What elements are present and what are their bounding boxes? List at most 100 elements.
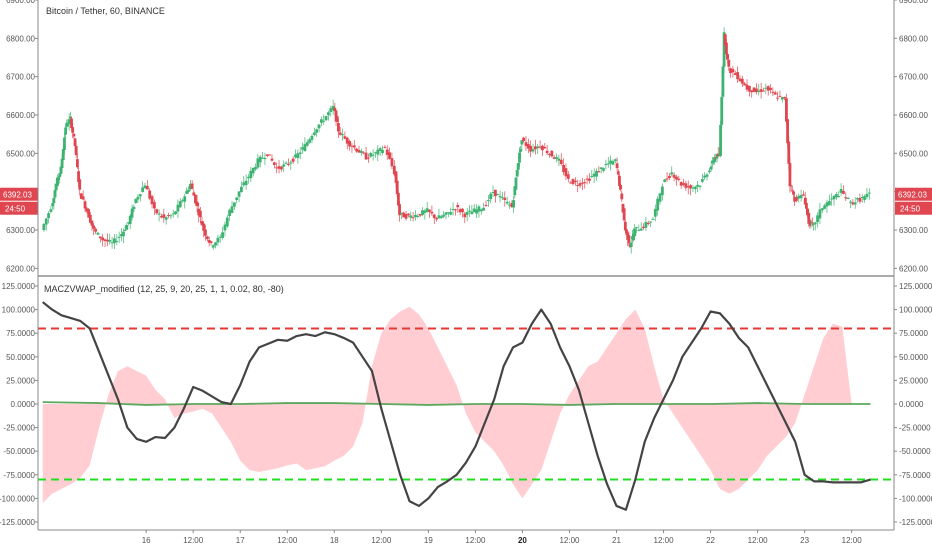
- candle-body: [505, 201, 509, 204]
- candle-body: [256, 158, 260, 168]
- candle-body: [776, 97, 779, 99]
- candle-body: [790, 190, 794, 192]
- time-tick-label: 20: [518, 536, 527, 545]
- candle-body: [573, 180, 577, 183]
- osc-tick-label-left: 125.0000: [2, 282, 36, 291]
- time-tick-label: 12:00: [371, 536, 392, 545]
- osc-tick-label-right: -50.0000: [899, 447, 931, 456]
- candle-body: [755, 88, 758, 93]
- price-tick-label-left: 6700.00: [6, 73, 35, 82]
- candle-body: [394, 171, 398, 183]
- candle-body: [844, 197, 848, 199]
- price-tick-label-right: 6700.00: [899, 73, 928, 82]
- candle-body: [392, 165, 396, 175]
- candle-body: [849, 201, 852, 203]
- candle-body: [715, 154, 719, 159]
- candle-body: [599, 167, 603, 169]
- candle-body: [192, 192, 196, 196]
- candle-body: [402, 212, 406, 218]
- candle-body: [237, 191, 241, 197]
- osc-tick-label-left: -25.0000: [3, 424, 35, 433]
- candle-body: [477, 206, 481, 212]
- candle-body: [298, 152, 302, 154]
- candle-body: [66, 124, 70, 126]
- candle-body: [359, 150, 363, 153]
- candle-body: [785, 98, 788, 122]
- candle-body: [621, 203, 625, 213]
- candle-body: [792, 191, 795, 195]
- candle-body: [475, 209, 478, 214]
- candle-body: [623, 221, 627, 231]
- histogram-area: [42, 306, 871, 504]
- candle-body: [559, 159, 563, 165]
- candle-body: [418, 214, 422, 216]
- candle-body: [660, 186, 664, 196]
- candle-body: [493, 189, 497, 197]
- candle-body: [832, 195, 836, 200]
- candle-body: [268, 154, 272, 156]
- last-price-label-right: 6392.03: [898, 191, 927, 200]
- candle-body: [421, 210, 424, 215]
- candle-body: [98, 236, 102, 239]
- candle-body: [319, 119, 323, 123]
- candle-body: [198, 210, 202, 218]
- candle-body: [611, 161, 615, 165]
- candle-body: [867, 192, 871, 194]
- candle-body: [44, 218, 48, 225]
- last-price-label-left: 6392.03: [3, 191, 32, 200]
- candle-body: [327, 112, 330, 116]
- candle-body: [406, 213, 410, 216]
- candle-body: [731, 69, 735, 73]
- candle-body: [472, 208, 476, 213]
- osc-tick-label-left: 0.0000: [11, 400, 36, 409]
- candle-body: [296, 153, 300, 158]
- candle-body: [287, 163, 290, 165]
- candle-body: [390, 158, 394, 167]
- candle-body: [658, 193, 662, 202]
- price-chart-title: Bitcoin / Tether, 60, BINANCE: [46, 6, 165, 16]
- candle-body: [550, 150, 554, 157]
- candle-body: [851, 202, 855, 205]
- candle-body: [644, 221, 648, 228]
- candle-body: [310, 135, 314, 140]
- candle-body: [766, 86, 770, 91]
- candle-body: [522, 137, 526, 141]
- candle-body: [513, 186, 517, 196]
- candle-body: [120, 234, 123, 237]
- candle-body: [773, 92, 777, 95]
- candle-body: [235, 197, 239, 201]
- candle-body: [786, 119, 789, 144]
- candle-body: [64, 127, 68, 135]
- candle-body: [197, 208, 201, 216]
- time-tick-label: 12:00: [465, 536, 486, 545]
- candle-body: [61, 149, 65, 161]
- candle-body: [465, 211, 469, 215]
- candle-body: [221, 232, 225, 238]
- candle-body: [813, 222, 817, 225]
- candle-body: [369, 152, 373, 157]
- osc-tick-label-left: 75.0000: [6, 329, 35, 338]
- candle-body: [670, 172, 674, 175]
- candle-body: [218, 236, 222, 238]
- candle-body: [629, 242, 633, 247]
- candle-body: [399, 212, 403, 214]
- candle-body: [501, 197, 504, 199]
- candle-body: [249, 170, 253, 179]
- price-tick-label-left: 6900.00: [6, 0, 35, 5]
- candle-body: [136, 196, 140, 200]
- candle-body: [277, 166, 281, 169]
- candle-body: [639, 228, 643, 231]
- candle-body: [71, 127, 75, 133]
- candle-body: [720, 97, 724, 125]
- candle-body: [649, 221, 653, 223]
- candle-body: [816, 215, 819, 223]
- candle-body: [805, 202, 808, 209]
- candle-body: [67, 119, 71, 124]
- candle-body: [263, 157, 267, 160]
- candle-body: [272, 162, 276, 165]
- candle-body: [823, 205, 827, 209]
- candle-body: [721, 66, 725, 97]
- candle-body: [566, 174, 570, 179]
- candle-body: [132, 206, 136, 210]
- candle-body: [214, 242, 217, 246]
